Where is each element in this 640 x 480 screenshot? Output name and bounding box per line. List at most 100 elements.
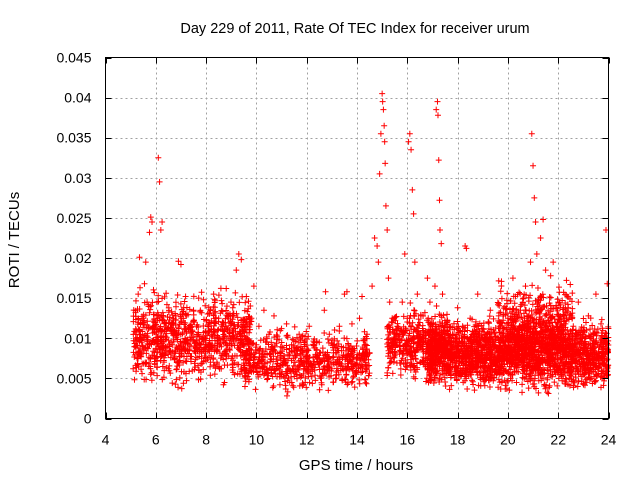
roti-point [243,359,250,366]
roti-point [460,324,467,331]
roti-point [536,309,543,316]
data-points [130,90,612,399]
roti-point [363,380,370,387]
roti-point [436,197,443,204]
roti-point [556,284,563,291]
roti-point [229,336,236,343]
roti-point [528,307,535,314]
roti-point [139,346,146,353]
roti-point [377,130,384,137]
roti-point [356,315,363,322]
roti-point [163,301,170,308]
roti-point [145,345,152,352]
roti-point [283,342,290,349]
roti-point [173,366,180,373]
roti-point [245,369,252,376]
roti-point [143,350,150,357]
roti-point [322,288,329,295]
roti-point [546,340,553,347]
roti-point [147,214,154,221]
roti-point [132,297,139,304]
roti-point [580,381,587,388]
roti-point [547,302,554,309]
roti-point [557,357,564,364]
roti-point [234,361,241,368]
roti-point [201,353,208,360]
roti-point [544,389,551,396]
roti-point [527,363,534,370]
roti-point [543,323,550,330]
roti-point [326,331,333,338]
roti-point [438,240,445,247]
roti-point [229,327,236,334]
chart-title: Day 229 of 2011, Rate Of TEC Index for r… [180,21,529,37]
roti-point [533,251,540,258]
roti-point [167,370,174,377]
roti-point [519,322,526,329]
roti-point [303,328,310,335]
roti-point [250,350,257,357]
roti-point [154,299,161,306]
roti-point [288,341,295,348]
roti-point [200,346,207,353]
roti-point [468,371,475,378]
roti-point [401,251,408,258]
roti-point [241,316,248,323]
roti-point [273,340,280,347]
roti-point [580,331,587,338]
roti-point [172,381,179,388]
roti-point [234,314,241,321]
roti-point [382,202,389,209]
roti-point [151,289,158,296]
roti-point [257,337,264,344]
roti-point [381,138,388,145]
roti-point [554,319,561,326]
roti-point [316,366,323,373]
roti-point [292,353,299,360]
roti-point [430,380,437,387]
roti-point [523,375,530,382]
roti-point [494,349,501,356]
roti-point [507,348,514,355]
roti-point [331,327,338,334]
roti-point [363,365,370,372]
roti-point [598,349,605,356]
roti-point [340,366,347,373]
roti-point [148,341,155,348]
roti-point [211,309,218,316]
roti-point [359,364,366,371]
roti-point [519,389,526,396]
roti-point [192,339,199,346]
roti-point [484,341,491,348]
roti-point [497,288,504,295]
roti-point [191,340,198,347]
roti-point [384,325,391,332]
roti-point [464,385,471,392]
roti-point [489,357,496,364]
roti-point [446,369,453,376]
roti-point [547,352,554,359]
roti-point [513,346,520,353]
roti-point [210,291,217,298]
x-tick-label: 4 [102,432,110,448]
roti-point [171,356,178,363]
roti-point [338,360,345,367]
roti-point [589,322,596,329]
roti-point [501,353,508,360]
x-tick-label: 16 [400,432,416,448]
roti-point [361,355,368,362]
roti-point [538,371,545,378]
roti-point [432,343,439,350]
roti-point [469,377,476,384]
roti-point [154,309,161,316]
roti-point [589,353,596,360]
roti-point [194,362,201,369]
roti-point [160,312,167,319]
roti-point [329,337,336,344]
roti-point [448,356,455,363]
roti-point [434,112,441,119]
roti-point [165,309,172,316]
roti-point [293,371,300,378]
roti-point [148,369,155,376]
roti-point [230,310,237,317]
